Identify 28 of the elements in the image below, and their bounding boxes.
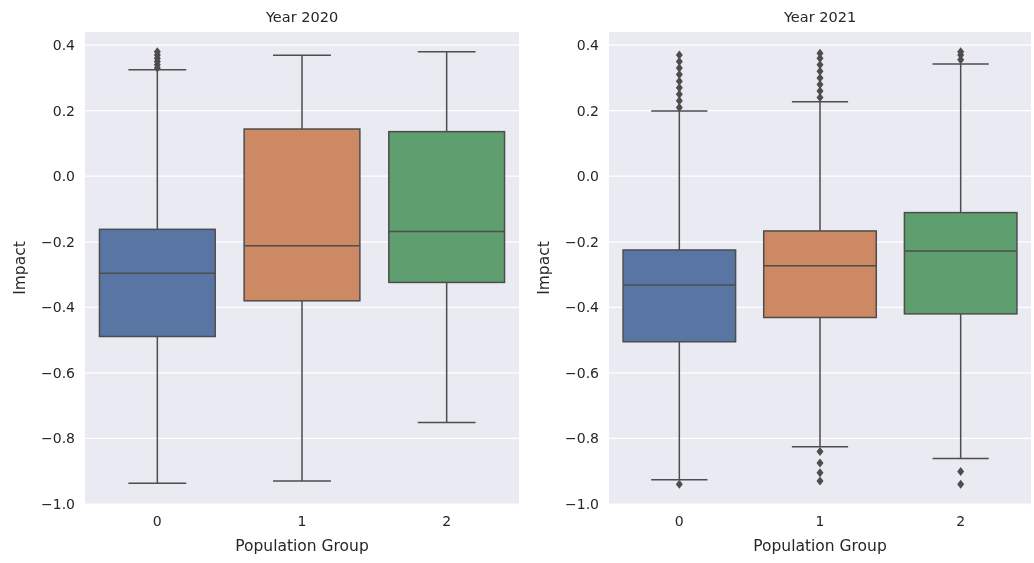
y-tick-label: −1.0 [565, 495, 599, 512]
y-tick-label: −0.6 [41, 364, 76, 381]
x-axis-title: Population Group [753, 537, 887, 555]
y-tick-label: −0.2 [565, 233, 599, 250]
x-tick-label: 1 [297, 513, 307, 529]
y-tick-label: 0.2 [576, 102, 599, 119]
y-tick-label: 0.0 [576, 168, 599, 185]
x-tick-label: 2 [956, 513, 966, 529]
x-tick-label: 1 [815, 513, 825, 529]
y-tick-label: −0.4 [41, 299, 76, 316]
y-tick-label: 0.2 [52, 102, 75, 119]
y-tick-label: 0.4 [52, 37, 76, 54]
y-tick-label: −0.6 [565, 364, 600, 381]
y-tick-label: −0.4 [565, 299, 600, 316]
y-tick-label: −0.8 [565, 430, 599, 447]
y-axis-title: Impact [535, 241, 553, 295]
chart-title: Year 2021 [782, 9, 857, 25]
y-axis-title: Impact [11, 241, 29, 295]
y-tick-label: −0.8 [41, 430, 75, 447]
y-tick-label: −1.0 [41, 495, 75, 512]
chart-title: Year 2020 [264, 9, 339, 25]
x-tick-label: 0 [674, 513, 684, 529]
y-tick-label: 0.4 [576, 37, 600, 54]
y-tick-label: 0.0 [52, 168, 75, 185]
x-tick-label: 2 [442, 513, 452, 529]
x-axis-title: Population Group [235, 537, 369, 555]
x-tick-label: 0 [152, 513, 162, 529]
y-tick-label: −0.2 [41, 233, 75, 250]
